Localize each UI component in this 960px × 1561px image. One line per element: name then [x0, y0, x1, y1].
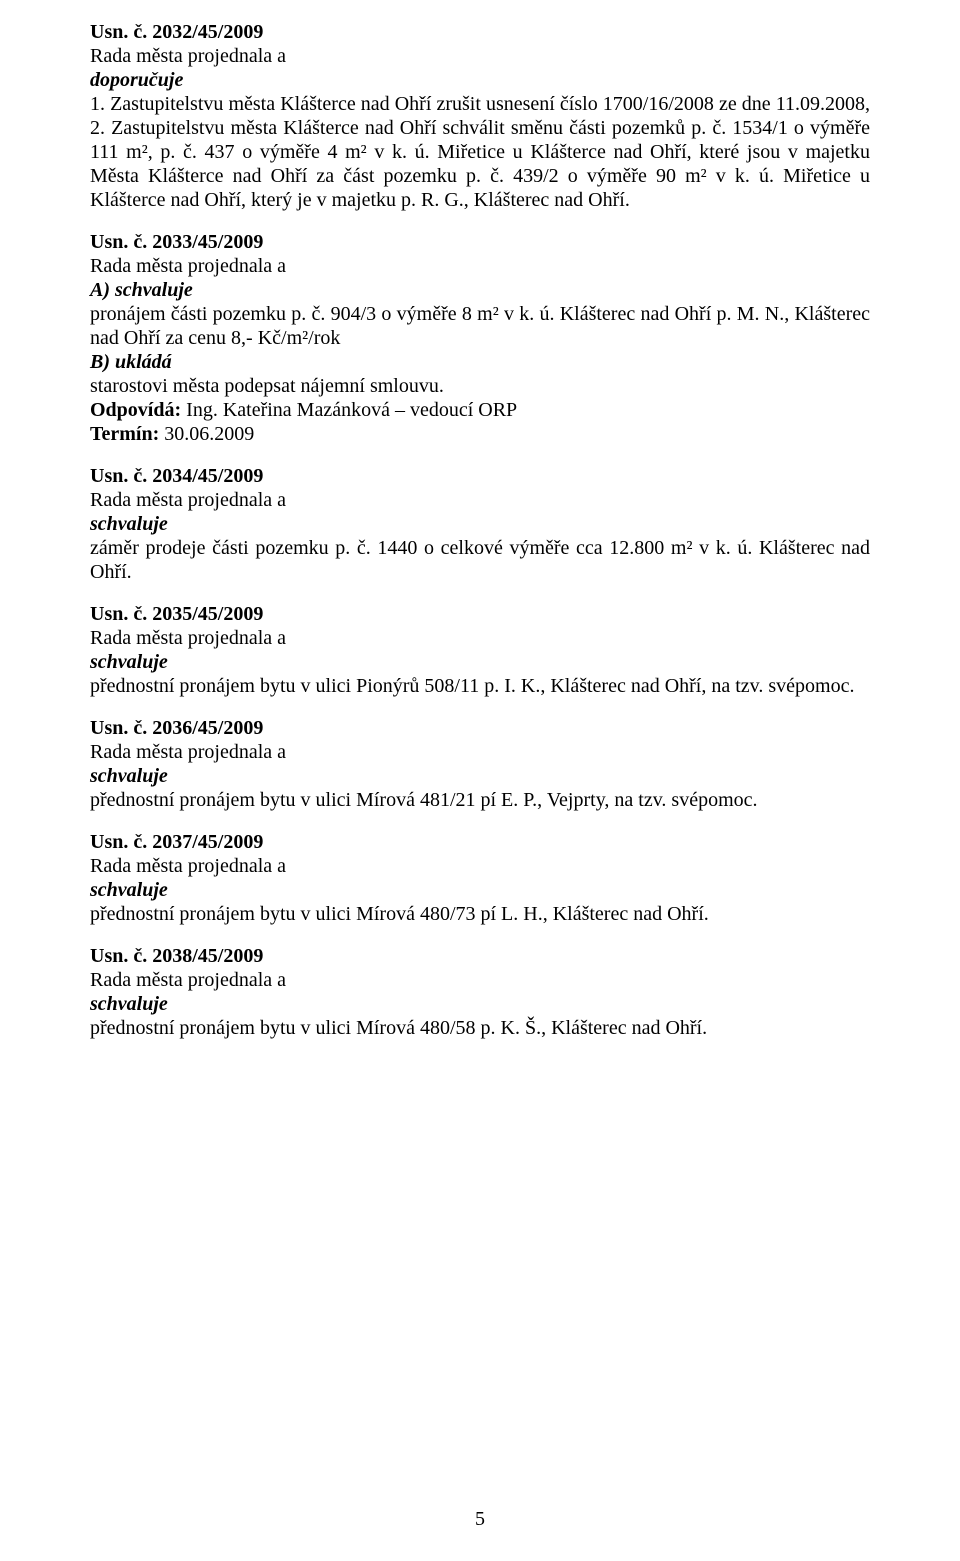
resolution-2036: Usn. č. 2036/45/2009 Rada města projedna…	[90, 716, 870, 812]
resolution-intro: Rada města projednala a	[90, 488, 870, 512]
resolution-body: přednostní pronájem bytu v ulici Mírová …	[90, 902, 870, 926]
resolution-action-a: A) schvaluje	[90, 278, 870, 302]
responsible-label: Odpovídá:	[90, 399, 181, 421]
resolution-intro: Rada města projednala a	[90, 740, 870, 764]
resolution-body: přednostní pronájem bytu v ulici Pionýrů…	[90, 674, 870, 698]
resolution-action: schvaluje	[90, 992, 870, 1016]
resolution-body-b: starostovi města podepsat nájemní smlouv…	[90, 374, 870, 398]
resolution-heading: Usn. č. 2038/45/2009	[90, 944, 870, 968]
resolution-body: 1. Zastupitelstvu města Klášterce nad Oh…	[90, 92, 870, 212]
resolution-intro: Rada města projednala a	[90, 44, 870, 68]
resolution-action: schvaluje	[90, 764, 870, 788]
resolution-intro: Rada města projednala a	[90, 854, 870, 878]
resolution-action: schvaluje	[90, 650, 870, 674]
resolution-body: záměr prodeje části pozemku p. č. 1440 o…	[90, 536, 870, 584]
resolution-action: doporučuje	[90, 68, 870, 92]
resolution-intro: Rada města projednala a	[90, 254, 870, 278]
resolution-body: přednostní pronájem bytu v ulici Mírová …	[90, 788, 870, 812]
resolution-body-a: pronájem části pozemku p. č. 904/3 o vým…	[90, 302, 870, 350]
resolution-heading: Usn. č. 2037/45/2009	[90, 830, 870, 854]
resolution-2038: Usn. č. 2038/45/2009 Rada města projedna…	[90, 944, 870, 1040]
resolution-intro: Rada města projednala a	[90, 626, 870, 650]
resolution-heading: Usn. č. 2033/45/2009	[90, 230, 870, 254]
resolution-heading: Usn. č. 2034/45/2009	[90, 464, 870, 488]
resolution-heading: Usn. č. 2036/45/2009	[90, 716, 870, 740]
term-label: Termín:	[90, 423, 159, 445]
resolution-heading: Usn. č. 2032/45/2009	[90, 20, 870, 44]
resolution-action-b: B) ukládá	[90, 350, 870, 374]
resolution-heading: Usn. č. 2035/45/2009	[90, 602, 870, 626]
resolution-2032: Usn. č. 2032/45/2009 Rada města projedna…	[90, 20, 870, 212]
resolution-responsible: Odpovídá: Ing. Kateřina Mazánková – vedo…	[90, 398, 870, 422]
resolution-action: schvaluje	[90, 512, 870, 536]
resolution-action: schvaluje	[90, 878, 870, 902]
resolution-2035: Usn. č. 2035/45/2009 Rada města projedna…	[90, 602, 870, 698]
resolution-body: přednostní pronájem bytu v ulici Mírová …	[90, 1016, 870, 1040]
page-number: 5	[0, 1507, 960, 1531]
responsible-value: Ing. Kateřina Mazánková – vedoucí ORP	[181, 399, 517, 421]
resolution-term: Termín: 30.06.2009	[90, 422, 870, 446]
term-value: 30.06.2009	[159, 423, 254, 445]
resolution-2034: Usn. č. 2034/45/2009 Rada města projedna…	[90, 464, 870, 584]
document-page: Usn. č. 2032/45/2009 Rada města projedna…	[0, 0, 960, 1561]
resolution-2037: Usn. č. 2037/45/2009 Rada města projedna…	[90, 830, 870, 926]
resolution-intro: Rada města projednala a	[90, 968, 870, 992]
resolution-2033: Usn. č. 2033/45/2009 Rada města projedna…	[90, 230, 870, 446]
